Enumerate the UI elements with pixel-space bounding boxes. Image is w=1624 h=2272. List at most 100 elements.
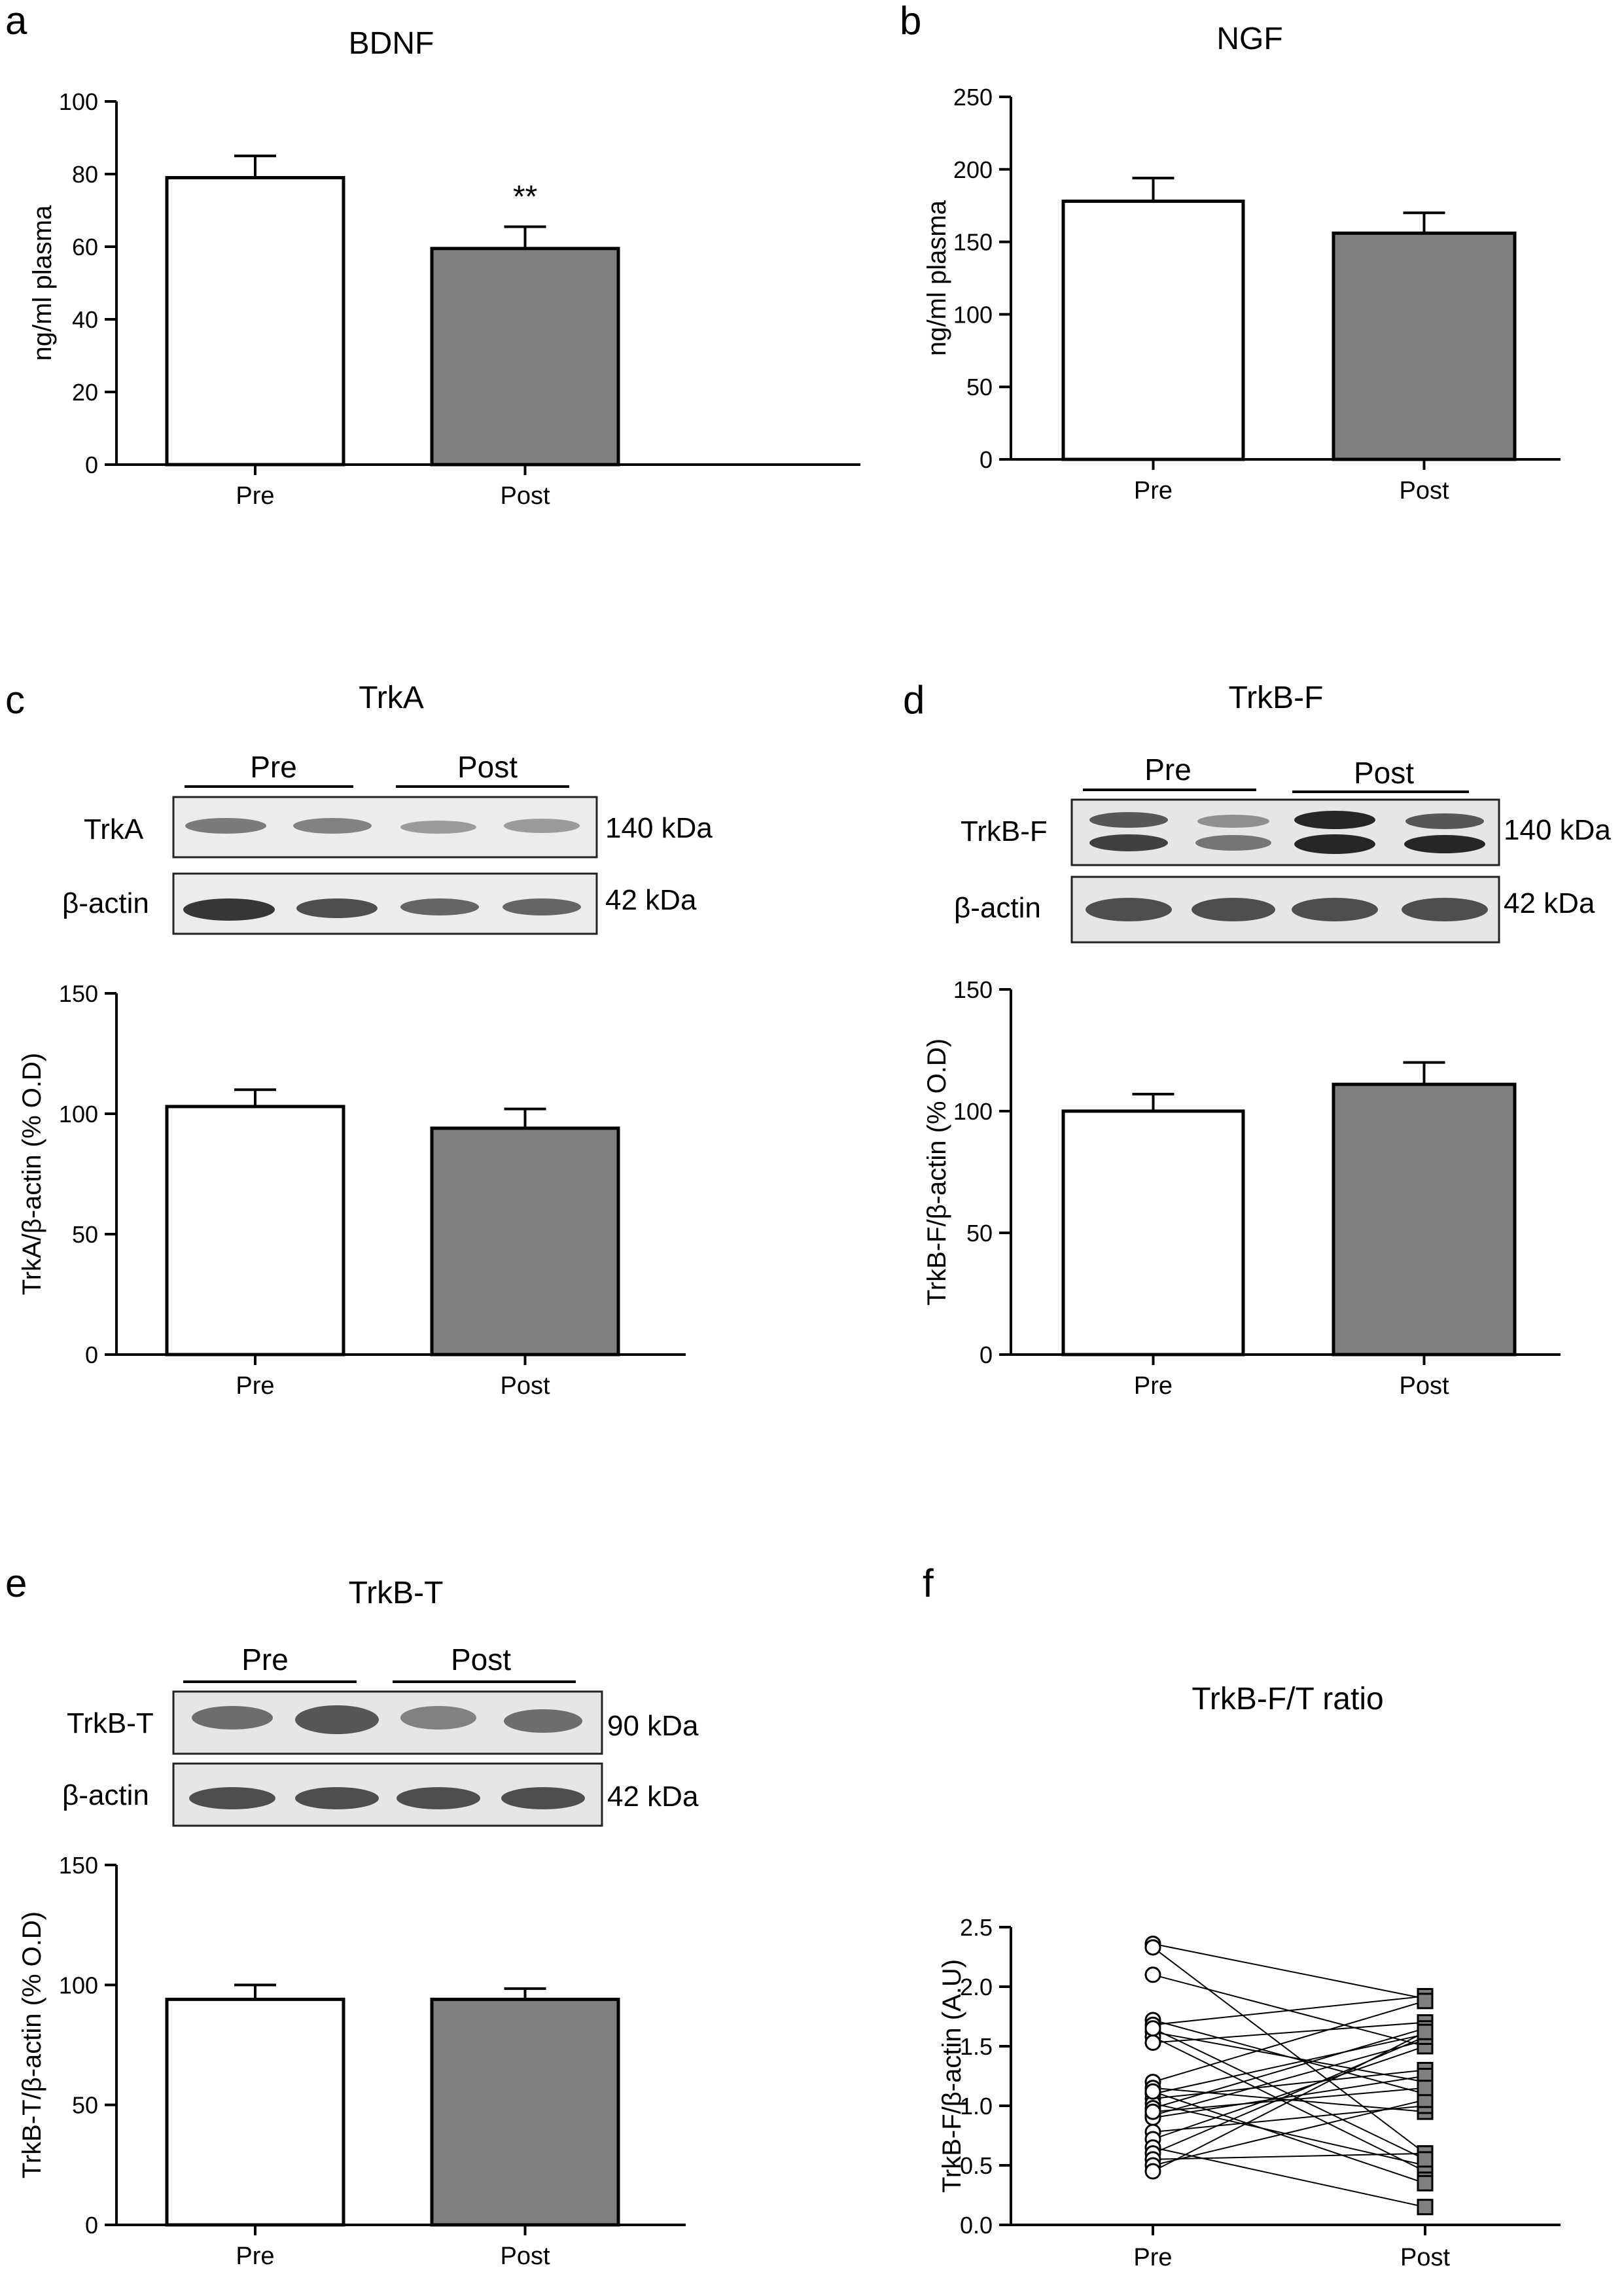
pair-line: [1152, 2036, 1426, 2154]
trkb-f-bar-chart: 0 50 100 150 TrkB-F/β-actin (% O.D) Pre Post: [923, 976, 1561, 1400]
y-tick-label: 100: [59, 1972, 98, 1998]
band: [1089, 834, 1168, 851]
y-tick-label: 0.5: [960, 2152, 993, 2179]
band: [295, 1787, 379, 1809]
blot-group-pre-c: Pre: [250, 750, 297, 784]
band: [397, 1787, 480, 1809]
x-category-label: Pre: [236, 2243, 274, 2270]
band: [1404, 835, 1485, 853]
blot-panel-e: TrkB-T Pre Post TrkB-T β-actin 90 kDa 42…: [62, 1576, 699, 1827]
bdnf-bar-chart: BDNF 0 20 40 60 80 100 ng/ml plasma Pre Post **: [28, 26, 860, 510]
blot-title-c: TrkA: [359, 681, 424, 715]
blot-group-post-c: Post: [457, 750, 518, 784]
x-category-label: Post: [500, 1372, 550, 1400]
pair-line: [1152, 2039, 1426, 2116]
y-tick-label: 150: [953, 976, 993, 1003]
y-tick-label: 60: [72, 234, 98, 260]
panel-label-d: d: [903, 678, 925, 722]
pair-line: [1152, 1947, 1426, 2154]
y-tick-label: 150: [59, 1852, 98, 1879]
blot-group-pre-e: Pre: [241, 1642, 289, 1677]
x-category-label: Post: [1399, 477, 1449, 505]
pair-line: [1152, 2069, 1426, 2100]
y-axis-label: TrkB-F/β-actin (% O.D): [923, 1038, 951, 1305]
post-point: [1417, 2023, 1434, 2040]
bar-pre: [1061, 1109, 1245, 1357]
pair-line: [1152, 1995, 1426, 2026]
band: [1402, 898, 1488, 921]
y-tick-label: 100: [953, 301, 993, 328]
x-category-label: Pre: [1133, 2244, 1172, 2271]
blot-panel-c: TrkA Pre Post TrkA β-actin 140 kDa 42 kD…: [62, 681, 713, 935]
y-tick-label: 50: [966, 1220, 993, 1247]
blot-row1-size-d: 140 kDa: [1504, 814, 1611, 846]
y-tick-label: 2.0: [960, 1974, 993, 2000]
band: [400, 1706, 476, 1730]
y-tick-label: 150: [59, 980, 98, 1007]
blot-row2-size-e: 42 kDa: [607, 1781, 699, 1813]
x-category-label: Post: [1400, 2244, 1450, 2271]
pair-line: [1152, 2036, 1426, 2172]
blot-panel-d: TrkB-F Pre Post TrkB-F β-actin 140 kDa 4…: [954, 681, 1611, 944]
y-tick-label: 20: [72, 379, 98, 406]
chart-title: NGF: [1216, 22, 1282, 56]
band: [1292, 898, 1378, 921]
pair-line: [1152, 2027, 1426, 2109]
y-tick-label: 50: [72, 2092, 98, 2119]
blot-group-pre-d: Pre: [1144, 753, 1192, 787]
band: [1195, 835, 1271, 851]
y-tick-label: 40: [72, 306, 98, 333]
pre-point: [1144, 2020, 1161, 2037]
post-point: [1417, 1993, 1434, 2010]
x-category-label: Post: [1399, 1372, 1449, 1400]
bar-pre: [165, 1105, 345, 1357]
pair-line: [1152, 2027, 1426, 2160]
y-tick-label: 0: [85, 452, 98, 478]
y-axis-label: TrkA/β-actin (% O.D): [18, 1053, 46, 1295]
band: [400, 821, 476, 834]
y-tick-label: 250: [953, 84, 993, 111]
blot-row2-size-d: 42 kDa: [1504, 887, 1595, 919]
pair-line: [1152, 2152, 1426, 2160]
y-tick-label: 0: [85, 2212, 98, 2239]
trkb-t-bar-chart: 0 50 100 150 TrkB-T/β-actin (% O.D) Pre Post: [18, 1852, 686, 2270]
band: [295, 1705, 379, 1734]
blot-row2-name-d: β-actin: [954, 892, 1041, 924]
pre-point: [1144, 2083, 1161, 2100]
bar-pre: [165, 1997, 345, 2227]
y-tick-label: 50: [72, 1221, 98, 1248]
blot-row2-name-e: β-actin: [62, 1779, 149, 1811]
bar-post: [430, 1997, 620, 2227]
band: [504, 819, 580, 833]
band: [1197, 815, 1269, 828]
y-tick-label: 50: [966, 374, 993, 400]
blot-row2-name-c: β-actin: [62, 887, 149, 919]
pre-point: [1144, 1966, 1161, 1983]
y-tick-label: 100: [59, 1101, 98, 1127]
band: [503, 898, 581, 915]
pair-line: [1152, 2021, 1426, 2044]
y-axis-label: TrkB-T/β-actin (% O.D): [18, 1911, 46, 2178]
pair-line: [1152, 2046, 1426, 2140]
blot-title-d: TrkB-F: [1229, 681, 1324, 715]
blot-row2-size-c: 42 kDa: [605, 884, 697, 916]
y-tick-label: 0: [85, 1341, 98, 1368]
blot-group-post-e: Post: [451, 1642, 511, 1677]
band: [192, 1706, 273, 1730]
blot-group-post-d: Post: [1354, 756, 1414, 790]
blot-row1-name-e: TrkB-T: [67, 1707, 154, 1739]
panel-label-c: c: [5, 678, 25, 722]
y-tick-label: 80: [72, 161, 98, 188]
panel-label-a: a: [5, 0, 27, 43]
panel-label-e: e: [5, 1561, 27, 1605]
pair-line: [1152, 2000, 1426, 2083]
y-tick-label: 0.0: [960, 2212, 993, 2239]
bar-pre: [165, 176, 345, 467]
pre-point: [1144, 2034, 1161, 2051]
band: [504, 1709, 582, 1733]
bar-post: [430, 1126, 620, 1357]
x-category-label: Post: [500, 482, 550, 510]
pre-point: [1144, 1939, 1161, 1956]
blot-row1-size-c: 140 kDa: [605, 812, 713, 844]
band: [1294, 834, 1375, 854]
